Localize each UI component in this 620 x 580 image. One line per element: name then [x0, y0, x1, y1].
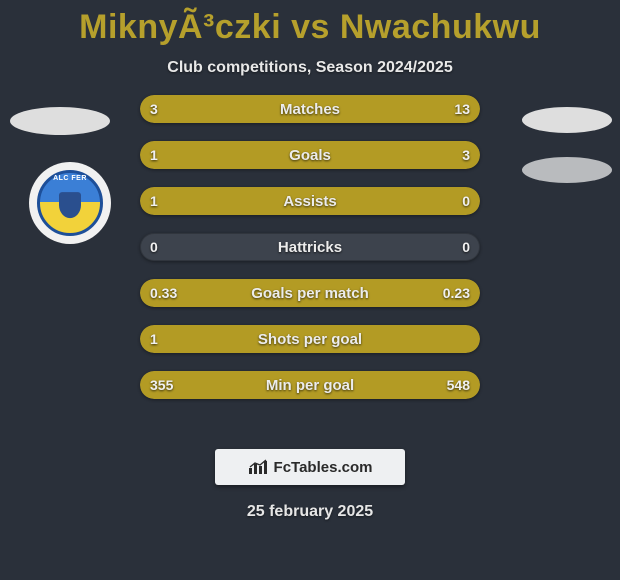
stat-label: Goals per match	[140, 279, 480, 307]
stat-label: Min per goal	[140, 371, 480, 399]
stat-row: 355548Min per goal	[140, 371, 480, 399]
stat-row: 13Goals	[140, 141, 480, 169]
subtitle: Club competitions, Season 2024/2025	[0, 59, 620, 77]
stat-label: Hattricks	[140, 233, 480, 261]
stat-label: Assists	[140, 187, 480, 215]
crest-shield-icon	[59, 192, 81, 218]
player-a-name: MiknyÃ³czki	[79, 8, 281, 46]
stat-label: Goals	[140, 141, 480, 169]
player-b-name: Nwachukwu	[340, 8, 541, 46]
club-crest-inner: ALC FER	[37, 170, 103, 236]
vs-word: vs	[281, 8, 340, 46]
stat-label: Matches	[140, 95, 480, 123]
comparison-title: MiknyÃ³czki vs Nwachukwu	[0, 0, 620, 47]
stat-row: 313Matches	[140, 95, 480, 123]
left-placeholder-ellipse	[10, 107, 110, 135]
stat-row: 00Hattricks	[140, 233, 480, 261]
club-crest: ALC FER	[29, 162, 111, 244]
brand-text: FcTables.com	[274, 459, 373, 476]
right-placeholder-ellipse-2	[522, 157, 612, 183]
brand-badge[interactable]: FcTables.com	[215, 449, 405, 485]
stat-row: 1Shots per goal	[140, 325, 480, 353]
stat-bars: 313Matches 13Goals 10Assists 00Hattricks 0.3…	[140, 95, 480, 417]
chart-icon	[248, 459, 268, 475]
chart-stage: ALC FER 313Matches13Goals10Assists00Hatt…	[0, 107, 620, 437]
stat-row: 10Assists	[140, 187, 480, 215]
date-text: 25 february 2025	[0, 503, 620, 521]
stat-label: Shots per goal	[140, 325, 480, 353]
right-placeholder-ellipse-1	[522, 107, 612, 133]
stat-row: 0.330.23Goals per match	[140, 279, 480, 307]
crest-top-text: ALC FER	[40, 175, 100, 182]
